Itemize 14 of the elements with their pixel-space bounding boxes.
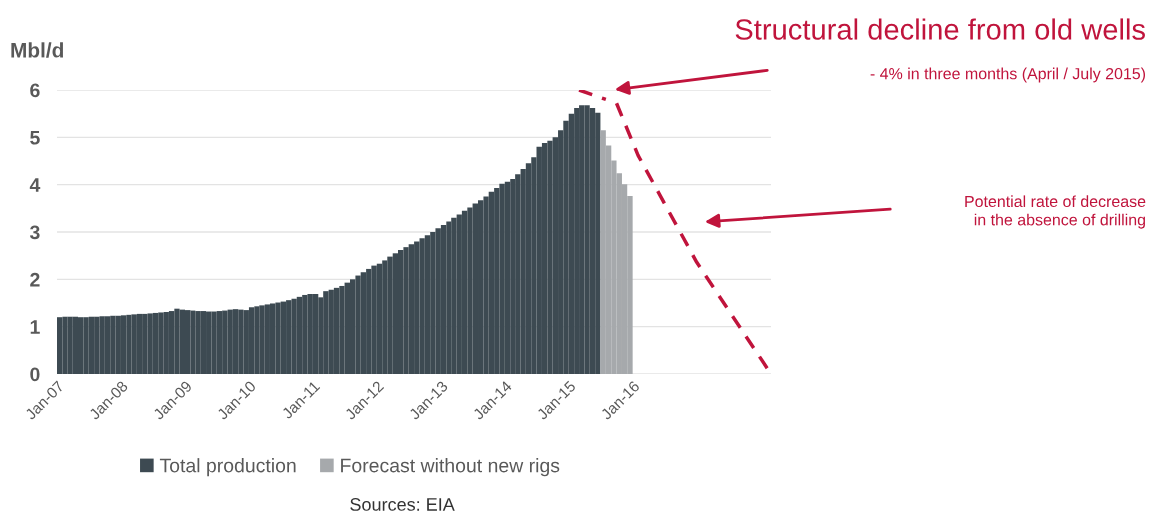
y-tick-label: 3 — [29, 225, 40, 240]
text: - 4% in three months (April / July 2015) — [870, 67, 1146, 83]
y-axis-title: Mbl/d — [11, 42, 64, 58]
legend-label: Total production — [159, 458, 296, 477]
y-tick-label: 5 — [30, 131, 40, 145]
source-note: Sources: EIA — [350, 498, 455, 511]
y-tick-label: 0 — [30, 367, 40, 382]
y-tick-label: 6 — [30, 83, 40, 98]
y-tick-label: 4 — [29, 178, 41, 192]
y-tick-label: 1 — [30, 320, 40, 334]
text: Structural decline from old wells — [735, 18, 1145, 40]
text: Potential rate of decrease in the absence of drilling — [965, 195, 1146, 229]
y-tick-label: 2 — [30, 272, 40, 287]
legend-label: Forecast without new rigs — [341, 458, 560, 477]
